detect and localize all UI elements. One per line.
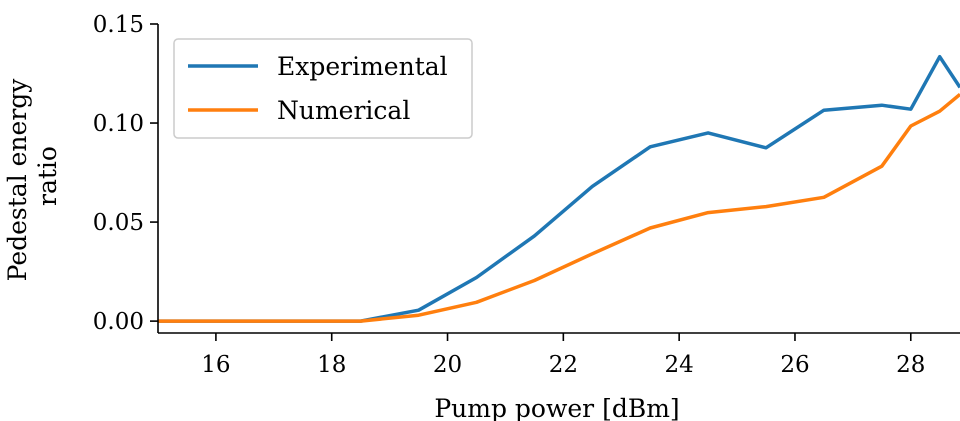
- x-axis-label: Pump power [dBm]: [434, 394, 679, 421]
- x-tick-label: 16: [201, 352, 230, 378]
- series-lines: [158, 54, 960, 323]
- y-tick-label: 0.00: [93, 309, 144, 335]
- y-tick-label: 0.15: [93, 12, 144, 38]
- x-tick-label: 28: [896, 352, 925, 378]
- x-axis-ticks: 16 18 20 22 24 26 28: [201, 333, 925, 378]
- x-tick-label: 20: [433, 352, 462, 378]
- legend: Experimental Numerical: [173, 38, 473, 139]
- y-axis-ticks: 0.00 0.05 0.10 0.15: [93, 12, 158, 335]
- legend-label-numerical: Numerical: [277, 96, 410, 125]
- legend-box: [173, 38, 473, 139]
- x-tick-label: 26: [780, 352, 809, 378]
- legend-label-experimental: Experimental: [277, 52, 448, 81]
- y-tick-label: 0.10: [93, 111, 144, 137]
- axes: [157, 24, 960, 334]
- x-tick-label: 22: [549, 352, 578, 378]
- y-axis-label: Pedestal energy ratio: [3, 71, 62, 282]
- x-tick-label: 24: [665, 352, 694, 378]
- y-axis-label-line-2: ratio: [33, 146, 62, 206]
- series-line-numerical: [158, 92, 960, 323]
- y-tick-label: 0.05: [93, 210, 144, 236]
- y-axis-label-line-1: Pedestal energy: [3, 78, 32, 282]
- x-tick-label: 18: [317, 352, 346, 378]
